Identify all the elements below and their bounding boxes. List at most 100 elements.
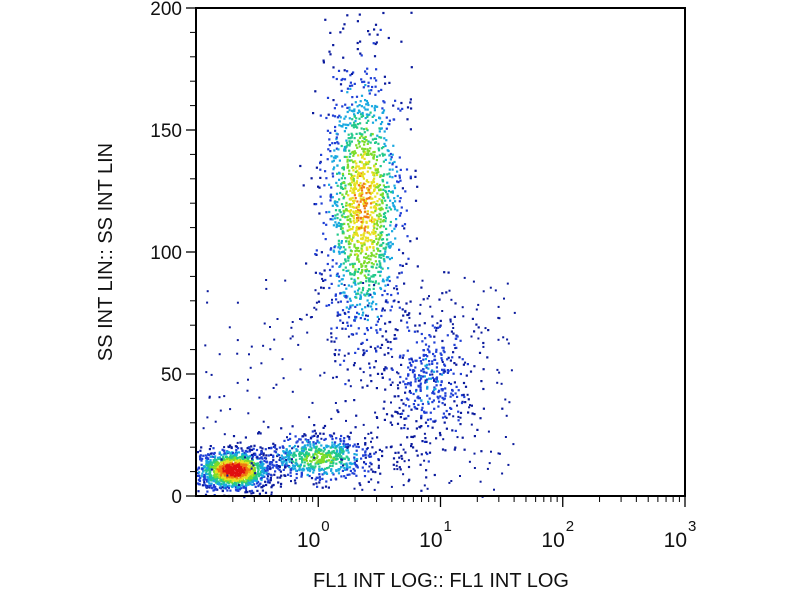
- data-point: [249, 473, 252, 476]
- data-point: [350, 187, 353, 190]
- data-point: [422, 375, 425, 378]
- data-point: [455, 337, 458, 340]
- data-point: [328, 286, 331, 290]
- data-point: [344, 476, 347, 479]
- data-point: [365, 197, 368, 200]
- data-point: [340, 214, 343, 217]
- data-point: [440, 388, 443, 391]
- data-point: [225, 463, 228, 466]
- data-point: [207, 478, 211, 481]
- data-point: [453, 343, 456, 346]
- data-point: [355, 229, 358, 232]
- data-point: [372, 287, 375, 290]
- data-point: [276, 454, 279, 458]
- data-point: [334, 452, 338, 455]
- data-point: [386, 210, 390, 213]
- data-point: [369, 77, 372, 80]
- data-point: [371, 302, 374, 305]
- data-point: [384, 211, 387, 215]
- data-point: [287, 457, 290, 460]
- data-point: [459, 411, 463, 414]
- data-point: [267, 454, 270, 457]
- data-point: [364, 236, 367, 239]
- data-point: [312, 483, 315, 486]
- data-point: [334, 125, 337, 129]
- data-point: [344, 184, 347, 187]
- data-point: [261, 462, 264, 465]
- data-point: [450, 298, 453, 301]
- data-point: [257, 480, 260, 483]
- data-point: [200, 446, 203, 449]
- data-point: [356, 289, 360, 292]
- data-point: [347, 458, 350, 461]
- data-point: [324, 18, 327, 21]
- data-point: [320, 444, 323, 447]
- data-point: [505, 414, 508, 417]
- data-point: [419, 382, 422, 385]
- data-point: [211, 452, 214, 455]
- data-point: [356, 217, 359, 220]
- data-point: [374, 235, 378, 238]
- data-point: [363, 202, 366, 205]
- data-point: [454, 302, 457, 305]
- data-point: [425, 440, 428, 443]
- data-point: [254, 462, 257, 465]
- data-point: [360, 248, 364, 251]
- data-point: [230, 478, 233, 481]
- data-point: [356, 173, 360, 176]
- data-point: [444, 415, 447, 418]
- data-point: [238, 474, 241, 477]
- data-point: [329, 31, 332, 34]
- data-point: [359, 272, 362, 275]
- data-point: [420, 489, 423, 492]
- data-point: [234, 475, 237, 478]
- data-point: [338, 198, 341, 201]
- data-point: [407, 313, 410, 316]
- data-point: [365, 127, 368, 130]
- data-point: [365, 204, 368, 207]
- data-point: [363, 164, 366, 167]
- data-point: [372, 211, 375, 214]
- data-point: [277, 467, 280, 470]
- data-point: [370, 217, 374, 220]
- data-point: [365, 153, 368, 156]
- data-point: [443, 364, 447, 367]
- data-point: [263, 459, 266, 463]
- data-point: [379, 209, 382, 212]
- data-point: [445, 427, 448, 430]
- data-point: [343, 195, 346, 198]
- data-point: [375, 203, 378, 206]
- data-point: [330, 336, 333, 339]
- data-point: [369, 141, 372, 144]
- data-point: [206, 416, 209, 419]
- data-point: [373, 177, 376, 180]
- data-point: [375, 323, 378, 326]
- data-point: [376, 155, 379, 158]
- data-point: [356, 234, 359, 237]
- data-point: [363, 332, 366, 335]
- data-point: [376, 200, 379, 203]
- data-point: [353, 399, 356, 402]
- data-point: [248, 481, 251, 484]
- data-point: [393, 334, 396, 337]
- data-point: [362, 311, 365, 314]
- data-point: [372, 225, 375, 228]
- data-point: [355, 95, 359, 98]
- data-point: [413, 435, 416, 438]
- data-point: [395, 223, 398, 226]
- data-point: [387, 241, 390, 245]
- data-point: [381, 208, 384, 211]
- data-point: [363, 131, 366, 134]
- data-point: [401, 264, 404, 267]
- data-point: [315, 453, 318, 456]
- data-point: [365, 192, 368, 195]
- data-point: [323, 453, 326, 456]
- data-point: [224, 487, 227, 490]
- data-point: [354, 212, 357, 215]
- data-point: [212, 459, 215, 462]
- data-point: [364, 294, 367, 297]
- data-point: [340, 475, 343, 478]
- data-point: [362, 177, 365, 180]
- data-point: [424, 337, 427, 340]
- data-point: [237, 463, 240, 466]
